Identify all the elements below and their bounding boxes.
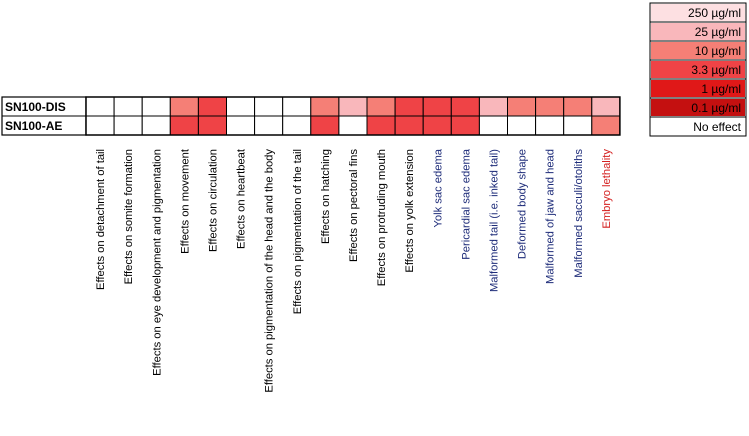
column-label: Effects on yolk extension <box>404 149 416 273</box>
heatmap-cell <box>338 115 368 136</box>
heatmap-cell <box>450 96 480 117</box>
heatmap-cell <box>563 115 593 136</box>
heatmap-cell <box>282 96 312 117</box>
heatmap-cell <box>169 115 199 136</box>
row-label: SN100-AE <box>5 119 62 133</box>
column-label: Effects on hatching <box>320 149 332 244</box>
heatmap-cell <box>254 115 284 136</box>
legend-label: No effect <box>693 120 741 134</box>
column-label: Malformed sacculi/otoliths <box>573 149 585 278</box>
legend-label: 0.1 µg/ml <box>691 101 741 115</box>
column-label: Malformed of jaw and head <box>545 149 557 284</box>
heatmap-cell <box>113 96 143 117</box>
heatmap-cell <box>282 115 312 136</box>
legend-swatch <box>651 118 745 135</box>
column-label: Effects on pigmentation of the tail <box>292 149 304 314</box>
legend-label: 3.3 µg/ml <box>691 63 741 77</box>
heatmap-cell <box>478 115 508 136</box>
legend-swatch <box>651 99 745 116</box>
heatmap-cell <box>141 115 171 136</box>
heatmap-cell <box>422 115 452 136</box>
legend-label: 1 µg/ml <box>701 82 741 96</box>
heatmap-cell <box>366 96 396 117</box>
column-label: Effects on heartbeat <box>236 148 248 249</box>
column-label: Effects on pigmentation of the head and … <box>264 149 276 393</box>
heatmap-cell <box>226 115 256 136</box>
legend-swatch <box>651 42 745 59</box>
heatmap-cell <box>113 115 143 136</box>
column-label: Effects on protruding mouth <box>376 149 388 286</box>
column-labels: Effects on detachment of tail Effects on … <box>95 148 613 393</box>
heatmap-cell <box>366 115 396 136</box>
column-label: Effects on movement <box>179 148 191 254</box>
legend-label: 25 µg/ml <box>695 25 741 39</box>
column-label: Embryo lethality <box>601 149 613 229</box>
column-label: Effects on detachment of tail <box>95 149 107 290</box>
heatmap-cell <box>85 115 115 136</box>
row-labels: SN100-DIS SN100-AE <box>1 96 87 136</box>
heatmap-cell <box>254 96 284 117</box>
legend-swatch <box>651 80 745 97</box>
column-label: Effects on somite formation <box>123 149 135 284</box>
legend-swatch <box>651 4 745 21</box>
heatmap-cell <box>169 96 199 117</box>
column-label: Malformed tail (i.e. inked tail) <box>488 149 500 292</box>
heatmap-cell <box>394 96 424 117</box>
column-label: Effects on pectoral fins <box>348 149 360 262</box>
heatmap-cell <box>422 96 452 117</box>
heatmap-cell <box>450 115 480 136</box>
heatmap-cell <box>507 115 537 136</box>
heatmap-cell <box>85 96 115 117</box>
column-label: Pericardial sac edema <box>460 148 472 259</box>
heatmap-cell <box>197 96 227 117</box>
heatmap-cell <box>394 115 424 136</box>
legend: 250 µg/ml 25 µg/ml 10 µg/ml 3.3 µg/ml 1 µg/m… <box>649 2 747 137</box>
heatmap-cell <box>535 96 565 117</box>
grid-border <box>85 96 621 136</box>
heatmap-cell <box>535 115 565 136</box>
heatmap-cell <box>310 96 340 117</box>
heatmap-cell <box>226 96 256 117</box>
legend-label: 250 µg/ml <box>688 6 741 20</box>
column-label: Effects on eye development and pigmentat… <box>151 149 163 376</box>
heatmap-grid <box>85 96 621 136</box>
heatmap-cell <box>507 96 537 117</box>
heatmap-cell <box>338 96 368 117</box>
heatmap-cell <box>478 96 508 117</box>
row-label: SN100-DIS <box>5 100 66 114</box>
legend-label: 10 µg/ml <box>695 44 741 58</box>
legend-swatch <box>651 23 745 40</box>
heatmap-cell <box>141 96 171 117</box>
column-label: Yolk sac edema <box>432 148 444 227</box>
heatmap-cell <box>563 96 593 117</box>
heatmap-cell <box>310 115 340 136</box>
heatmap-cell <box>591 96 621 117</box>
heatmap-cell <box>591 115 621 136</box>
heatmap-cell <box>197 115 227 136</box>
column-label: Effects on circulation <box>207 149 219 252</box>
column-label: Deformed body shape <box>517 149 529 259</box>
legend-swatch <box>651 61 745 78</box>
